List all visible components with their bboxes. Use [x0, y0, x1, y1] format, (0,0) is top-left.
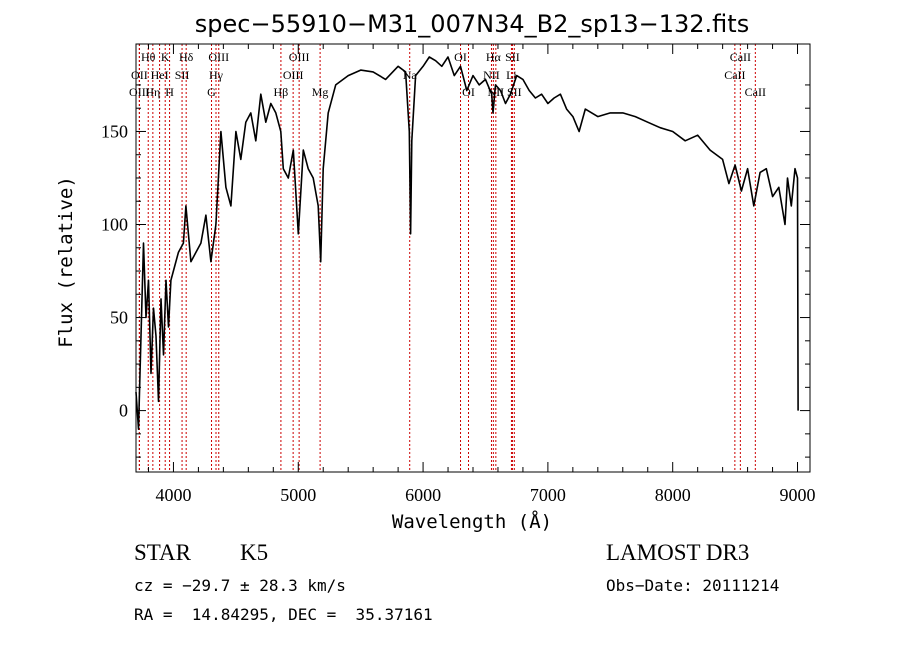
- axis-ticks: [136, 44, 810, 472]
- y-axis-label: Flux (relative): [55, 176, 77, 348]
- line-marker-label: Li: [506, 68, 517, 82]
- line-marker-label: Hθ: [141, 50, 156, 64]
- coordinates-readout: RA = 14.84295, DEC = 35.37161: [134, 605, 433, 624]
- line-marker-label: SII: [507, 85, 522, 99]
- x-tick-label: 8000: [655, 485, 691, 505]
- line-marker-label: H: [165, 85, 174, 99]
- y-tick-label: 50: [110, 308, 128, 328]
- obs-date: Obs−Date: 20111214: [606, 576, 780, 595]
- line-marker-label: Hγ: [209, 68, 224, 82]
- line-marker-label: OIII: [129, 85, 150, 99]
- line-marker-label: CaII: [745, 85, 766, 99]
- line-marker-label: Hη: [145, 85, 160, 99]
- line-marker-label: OI: [462, 85, 475, 99]
- y-tick-labels: 0 50 100 150: [101, 121, 128, 420]
- line-marker-label: Hβ: [274, 85, 289, 99]
- line-marker-label: OIII: [289, 50, 310, 64]
- line-marker-label: OII: [131, 68, 148, 82]
- line-marker-label: SII: [175, 68, 190, 82]
- spectral-line-markers: [138, 44, 756, 472]
- object-subclass: K5: [240, 540, 269, 565]
- x-tick-label: 4000: [155, 485, 191, 505]
- line-marker-label: SII: [505, 50, 520, 64]
- line-marker-label: Hδ: [179, 50, 194, 64]
- object-class: STAR: [134, 540, 191, 565]
- line-marker-label: Mg: [312, 85, 329, 99]
- line-marker-label: CaII: [724, 68, 745, 82]
- line-marker-label: G: [207, 85, 216, 99]
- line-marker-label: CaII: [730, 50, 751, 64]
- chart-title: spec−55910−M31_007N34_B2_sp13−132.fits: [195, 10, 749, 38]
- plot-frame: [135, 43, 811, 473]
- x-tick-label: 9000: [780, 485, 816, 505]
- y-tick-label: 150: [101, 121, 128, 141]
- y-tick-label: 0: [119, 401, 128, 421]
- line-marker-label: OI: [454, 50, 467, 64]
- x-tick-label: 6000: [405, 485, 441, 505]
- survey-name: LAMOST DR3: [606, 540, 750, 565]
- line-marker-label: HeI: [151, 68, 169, 82]
- line-marker-label: OIII: [283, 68, 304, 82]
- redshift-readout: cz = −29.7 ± 28.3 km/s: [134, 576, 346, 595]
- x-tick-label: 5000: [280, 485, 316, 505]
- x-tick-label: 7000: [530, 485, 566, 505]
- line-marker-label: K: [161, 50, 170, 64]
- line-marker-label: NII: [483, 68, 500, 82]
- x-tick-labels: 4000 5000 6000 7000 8000 9000: [155, 485, 815, 505]
- line-marker-label: Hα: [486, 50, 502, 64]
- x-axis-label: Wavelength (Å): [392, 510, 552, 533]
- spectrum-line: [135, 56, 799, 430]
- y-tick-label: 100: [101, 215, 128, 235]
- line-marker-label: OIII: [208, 50, 229, 64]
